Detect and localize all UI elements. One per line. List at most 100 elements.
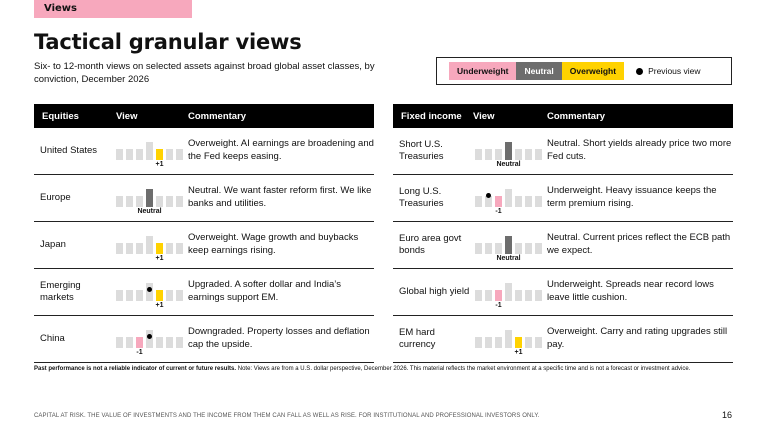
equities-commentary: Overweight. AI earnings are broadening a… (188, 138, 374, 162)
equities-asset-name: Emerging markets (40, 280, 81, 303)
view-bar (525, 337, 532, 348)
fixed-income-header-view: View (473, 111, 495, 122)
view-bar (535, 149, 542, 160)
table-row: Japan +1 Overweight. Wage growth and buyba… (34, 222, 374, 269)
table-row: Euro area govt bonds Neutral Neutral. Curr… (393, 222, 733, 269)
view-bar (475, 337, 482, 348)
fixed-income-commentary: Neutral. Current prices reflect the ECB … (547, 232, 731, 256)
previous-view-marker (486, 193, 491, 198)
fixed-income-table-header: Fixed income View Commentary (393, 104, 733, 128)
view-bar (126, 243, 133, 254)
view-bar (166, 337, 173, 348)
view-bar (176, 290, 183, 301)
view-scale: +1 (114, 140, 184, 168)
equities-commentary: Neutral. We want faster reform first. We… (188, 185, 372, 209)
equities-asset-name: Europe (40, 192, 71, 203)
view-bar (535, 290, 542, 301)
view-score-label: Neutral (496, 255, 521, 262)
view-bar (495, 337, 502, 348)
view-bar (505, 142, 512, 160)
view-bar (116, 337, 123, 348)
view-bar (126, 149, 133, 160)
view-bar (485, 337, 492, 348)
fixed-income-commentary: Neutral. Short yields already price two … (547, 138, 732, 162)
previous-view-marker (147, 287, 152, 292)
view-bar (176, 196, 183, 207)
view-score-label: +1 (155, 255, 164, 262)
view-bar (166, 290, 173, 301)
fixed-income-asset-name: Euro area govt bonds (399, 233, 462, 256)
table-row: Short U.S. Treasuries Neutral Neutral. Sho… (393, 128, 733, 175)
view-bar (156, 196, 163, 207)
view-bar (485, 243, 492, 254)
view-bar (116, 196, 123, 207)
view-bar (126, 196, 133, 207)
view-bar (475, 290, 482, 301)
view-bar (485, 149, 492, 160)
section-tag: Views (34, 0, 192, 18)
view-scale: Neutral (473, 140, 543, 168)
view-bar (136, 196, 143, 207)
legend-previous-label: Previous view (648, 66, 701, 76)
view-scale: +1 (473, 328, 543, 356)
table-row: United States +1 Overweight. AI earnings a… (34, 128, 374, 175)
view-score-label: +1 (155, 302, 164, 309)
table-row: Long U.S. Treasuries -1 Underweight. Heavy… (393, 175, 733, 222)
page-subtitle: Six- to 12-month views on selected asset… (34, 61, 375, 85)
view-bar (116, 290, 123, 301)
view-bar (505, 283, 512, 301)
previous-view-dot-icon (636, 67, 644, 75)
fixed-income-asset-name: Global high yield (399, 286, 470, 297)
fixed-income-table: Fixed income View Commentary Short U.S. … (393, 104, 733, 363)
view-bar (525, 290, 532, 301)
view-bar (485, 196, 492, 207)
equities-commentary: Upgraded. A softer dollar and India’s ea… (188, 279, 341, 303)
view-bar (176, 149, 183, 160)
view-bar (475, 149, 482, 160)
fixed-income-asset-name: Long U.S. Treasuries (399, 186, 444, 209)
view-bar (485, 290, 492, 301)
view-bar (475, 243, 482, 254)
legend-neutral: Neutral (516, 62, 562, 80)
footnote: Past performance is not a reliable indic… (34, 366, 734, 372)
view-bar (535, 243, 542, 254)
view-bar (146, 283, 153, 301)
view-bar (525, 196, 532, 207)
view-scale: Neutral (114, 187, 184, 215)
view-bar (525, 149, 532, 160)
view-scale: -1 (473, 187, 543, 215)
view-bar (136, 337, 143, 348)
view-bar (515, 290, 522, 301)
equities-asset-name: United States (40, 145, 98, 156)
view-score-label: -1 (495, 302, 502, 309)
view-score-label: -1 (136, 349, 143, 356)
view-bar (126, 337, 133, 348)
view-score-label: -1 (495, 208, 502, 215)
fixed-income-header-commentary: Commentary (547, 111, 606, 122)
table-row: China -1 Downgraded. Property losses and d… (34, 316, 374, 363)
view-bar (515, 149, 522, 160)
view-bar (136, 149, 143, 160)
view-bar (495, 290, 502, 301)
view-bar (166, 149, 173, 160)
view-bar (505, 236, 512, 254)
fixed-income-commentary: Underweight. Heavy issuance keeps the te… (547, 185, 717, 209)
view-score-label: Neutral (496, 161, 521, 168)
footnote-bold: Past performance is not a reliable indic… (34, 366, 237, 372)
footnote-text: Note: Views are from a U.S. dollar persp… (236, 366, 691, 372)
equities-asset-name: Japan (40, 239, 66, 250)
view-bar (495, 243, 502, 254)
view-bar (146, 142, 153, 160)
view-scale: -1 (473, 281, 543, 309)
view-bar (535, 337, 542, 348)
view-bar (515, 243, 522, 254)
previous-view-marker (147, 334, 152, 339)
table-row: Global high yield -1 Underweight. Spreads … (393, 269, 733, 316)
equities-commentary: Downgraded. Property losses and deflatio… (188, 326, 370, 350)
view-scale: Neutral (473, 234, 543, 262)
table-row: Emerging markets +1 Upgraded. A softer dol… (34, 269, 374, 316)
view-score-label: Neutral (137, 208, 162, 215)
view-bar (146, 236, 153, 254)
view-bar (136, 290, 143, 301)
view-bar (495, 149, 502, 160)
